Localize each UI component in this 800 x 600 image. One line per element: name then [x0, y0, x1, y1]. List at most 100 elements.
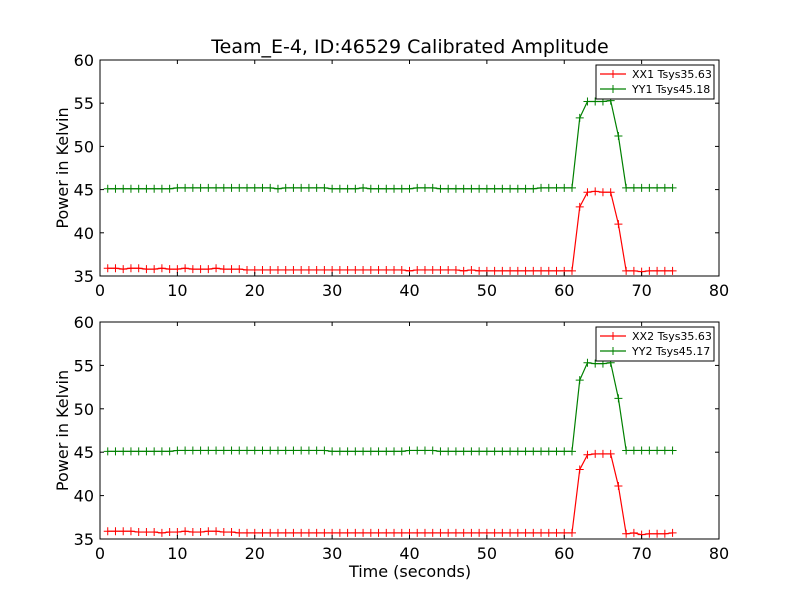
data-point — [103, 527, 112, 536]
data-point — [173, 183, 182, 192]
data-point — [111, 447, 120, 456]
data-point — [374, 528, 383, 537]
data-point — [157, 264, 166, 273]
data-point — [111, 264, 120, 273]
data-point — [420, 528, 429, 537]
data-point — [343, 447, 352, 456]
data-point — [567, 183, 576, 192]
x-tick-label: 60 — [554, 281, 574, 300]
y-tick-label: 45 — [74, 443, 94, 462]
data-point — [498, 528, 507, 537]
data-point — [181, 183, 190, 192]
data-point — [397, 265, 406, 274]
data-point — [575, 376, 584, 385]
data-point — [405, 184, 414, 193]
y-axis-label: Power in Kelvin — [53, 370, 72, 491]
data-point — [467, 528, 476, 537]
bottom-subplot: 0 10 20 30 40 50 60 70 80 35 40 45 50 55 60 Power in Ke… — [53, 313, 729, 563]
data-point — [157, 528, 166, 537]
data-point — [142, 528, 151, 537]
data-point — [126, 184, 135, 193]
data-point — [413, 183, 422, 192]
data-point — [382, 447, 391, 456]
data-point — [482, 184, 491, 193]
data-point — [374, 184, 383, 193]
data-point — [490, 447, 499, 456]
data-point — [297, 446, 306, 455]
data-point — [390, 184, 399, 193]
data-point — [645, 446, 654, 455]
data-point — [444, 528, 453, 537]
data-point — [413, 446, 422, 455]
data-point — [343, 528, 352, 537]
data-point — [498, 447, 507, 456]
data-point — [335, 184, 344, 193]
data-point — [335, 528, 344, 537]
data-point — [583, 450, 592, 459]
data-point — [660, 529, 669, 538]
legend: XX2 Tsys35.63 YY2 Tsys45.17 — [595, 326, 715, 362]
data-point — [567, 447, 576, 456]
data-point — [351, 528, 360, 537]
data-point — [591, 97, 600, 106]
data-point — [513, 447, 522, 456]
data-point — [459, 528, 468, 537]
x-tick-label: 10 — [167, 544, 187, 563]
data-point — [204, 183, 213, 192]
data-point — [219, 183, 228, 192]
data-point — [134, 264, 143, 273]
x-tick-label: 40 — [399, 544, 419, 563]
data-point — [227, 446, 236, 455]
data-point — [196, 183, 205, 192]
data-point — [328, 447, 337, 456]
data-point — [359, 265, 368, 274]
data-point — [575, 465, 584, 474]
data-point — [219, 528, 228, 537]
x-tick-label: 0 — [95, 544, 105, 563]
data-point — [212, 183, 221, 192]
data-point — [134, 528, 143, 537]
data-point — [420, 265, 429, 274]
data-point — [312, 528, 321, 537]
data-point — [119, 527, 128, 536]
data-point — [243, 183, 252, 192]
x-tick-label: 60 — [554, 544, 574, 563]
data-point — [637, 446, 646, 455]
legend-marker — [609, 347, 617, 355]
data-point — [653, 446, 662, 455]
data-point — [653, 529, 662, 538]
x-tick-label: 80 — [709, 544, 729, 563]
data-point — [560, 447, 569, 456]
data-point — [289, 265, 298, 274]
data-point — [374, 265, 383, 274]
data-point — [304, 183, 313, 192]
data-point — [506, 528, 515, 537]
data-point — [297, 265, 306, 274]
y-tick-label: 55 — [74, 94, 94, 113]
data-point — [165, 447, 174, 456]
data-point — [397, 528, 406, 537]
data-point — [273, 265, 282, 274]
data-point — [250, 446, 259, 455]
data-point — [273, 528, 282, 537]
data-point — [297, 528, 306, 537]
data-point — [552, 183, 561, 192]
data-point — [614, 482, 623, 491]
data-point — [606, 188, 615, 197]
series-xx-1 — [103, 187, 677, 276]
data-point — [366, 265, 375, 274]
data-point — [513, 266, 522, 275]
data-point — [111, 184, 120, 193]
data-point — [544, 528, 553, 537]
data-point — [289, 446, 298, 455]
y-tick-label: 40 — [74, 487, 94, 506]
data-point — [204, 446, 213, 455]
data-point — [304, 265, 313, 274]
data-point — [413, 265, 422, 274]
data-point — [490, 266, 499, 275]
data-point — [134, 447, 143, 456]
data-point — [196, 446, 205, 455]
data-point — [629, 446, 638, 455]
legend-box — [595, 326, 715, 362]
